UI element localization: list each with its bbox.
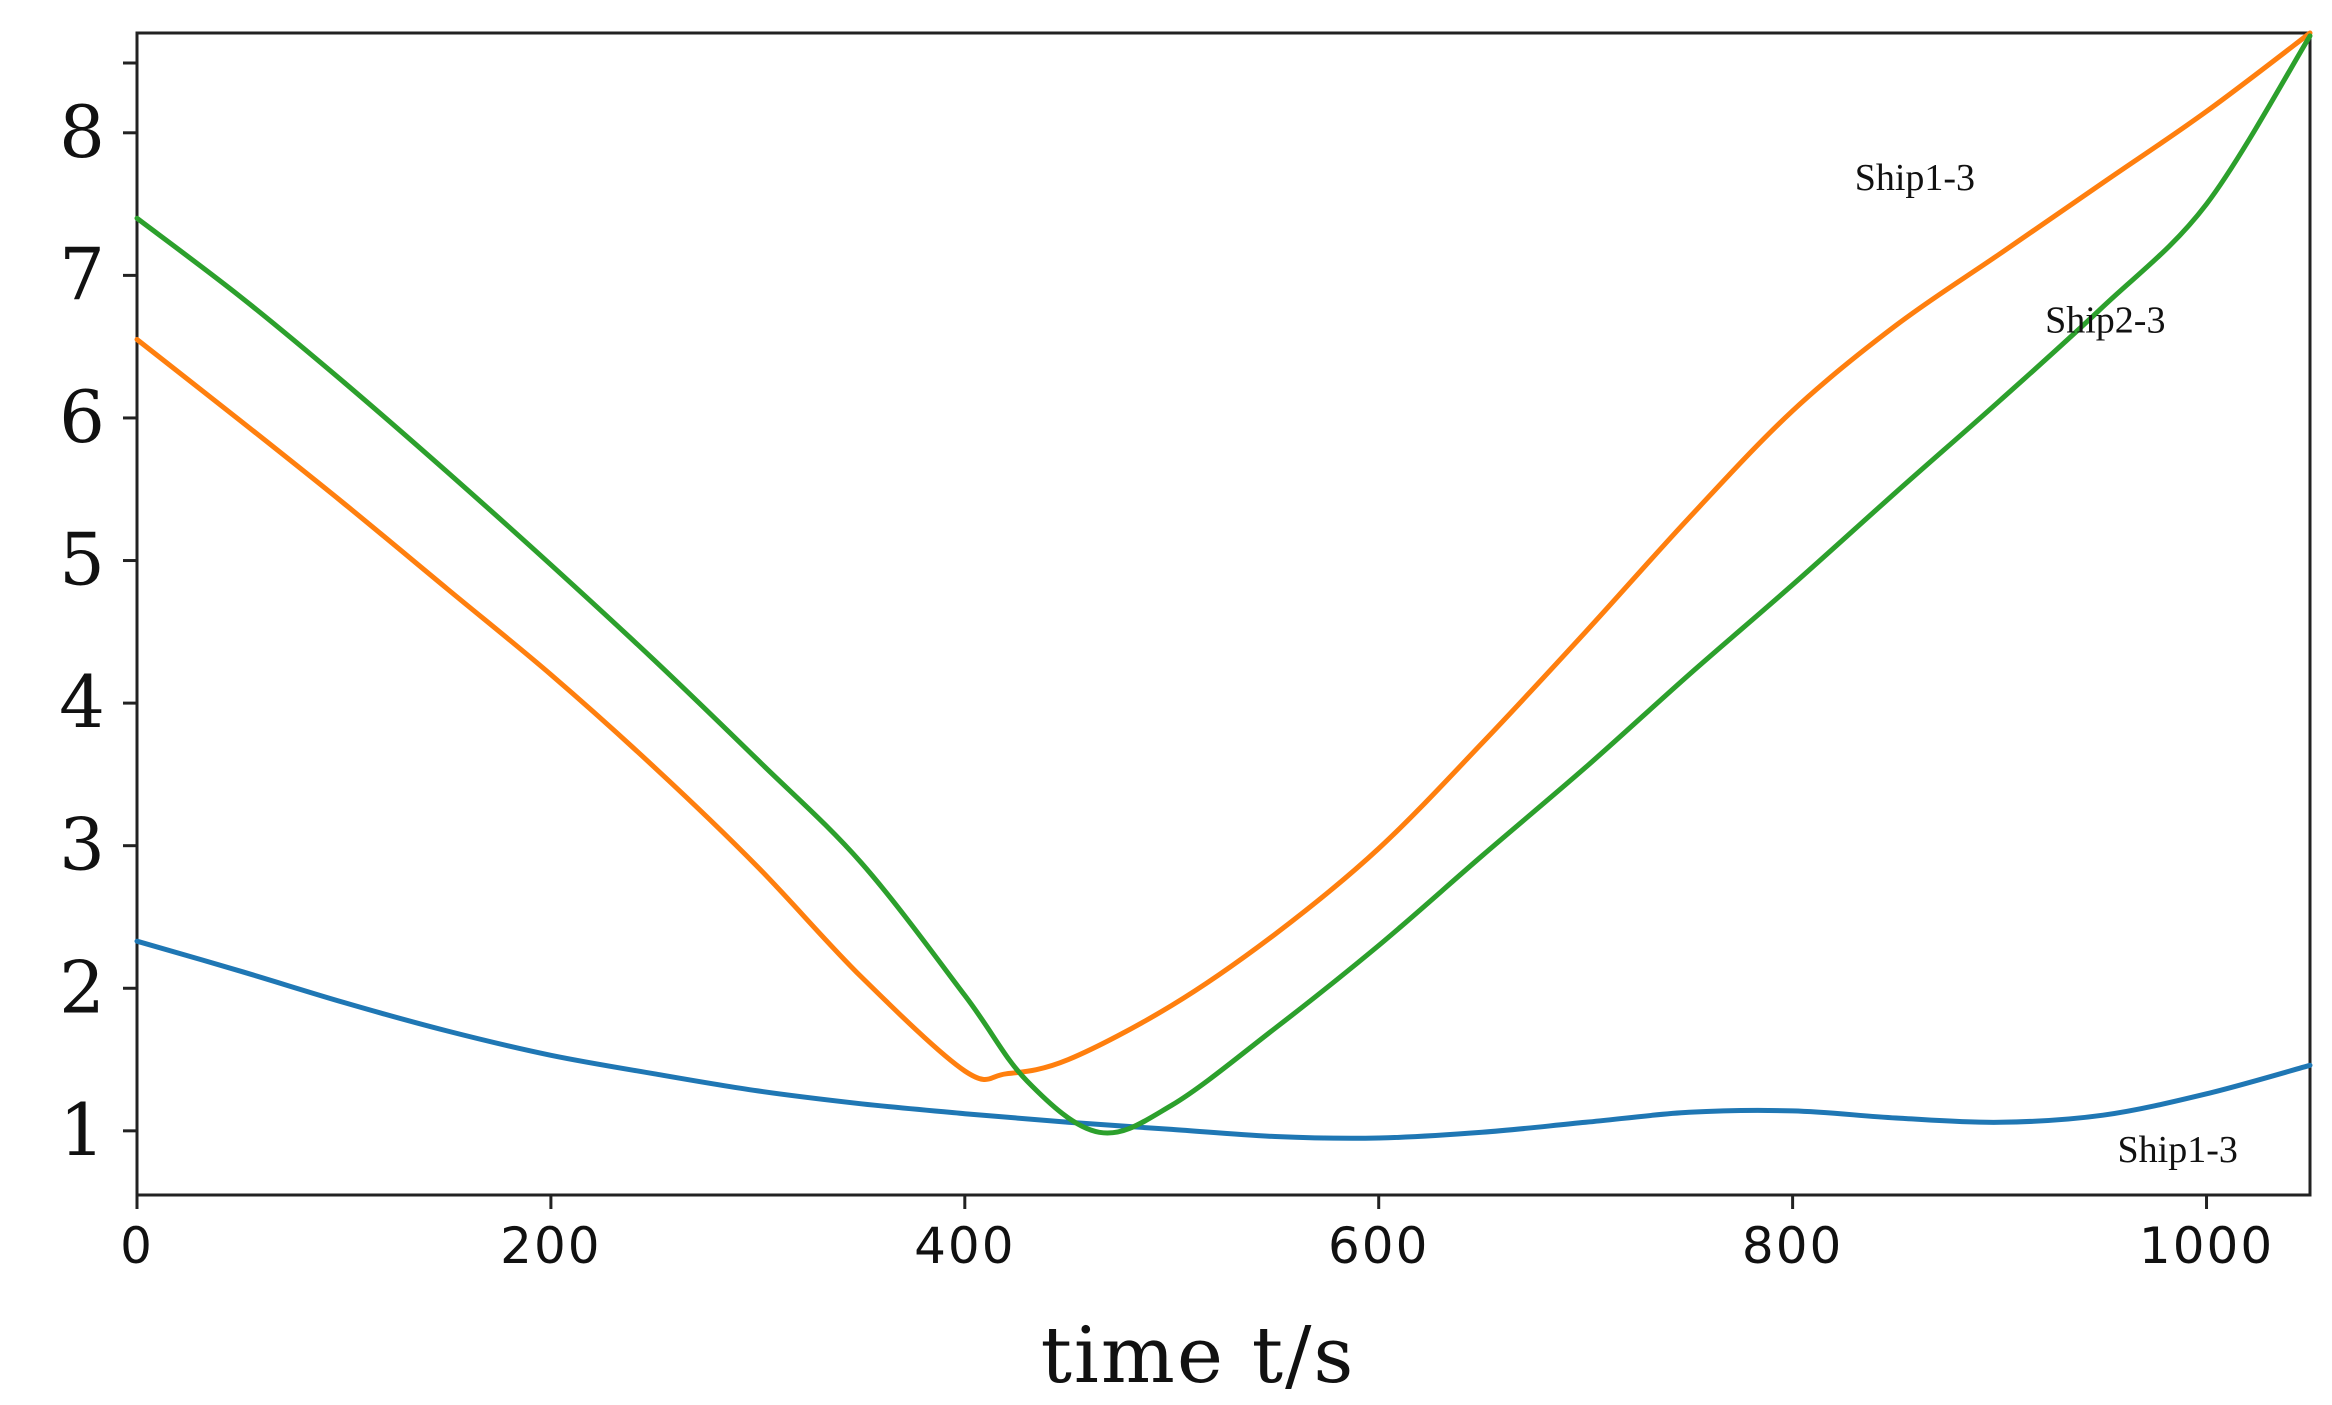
blue-series-line [134, 938, 2313, 1141]
orange-series-line [134, 30, 2313, 1082]
y-tick-label: 5 [59, 518, 105, 602]
x-tick-label: 600 [1328, 1217, 1429, 1275]
y-tick-label: 6 [59, 375, 105, 459]
y-tick-label: 7 [59, 232, 105, 316]
y-tick-label: 4 [59, 660, 105, 744]
y-tick-label: 2 [59, 945, 105, 1029]
series-annotation: Ship1-3 [2118, 1129, 2238, 1171]
y-tick-label: 8 [59, 90, 105, 174]
green-series-line [134, 33, 2313, 1136]
series-annotation: Ship1-3 [1855, 157, 1975, 199]
x-tick-label: 200 [500, 1217, 601, 1275]
x-tick-label: 800 [1742, 1217, 1843, 1275]
plot-frame [135, 31, 2312, 1197]
y-tick-label: 3 [59, 803, 105, 887]
series-annotation: Ship2-3 [2045, 299, 2165, 341]
x-axis-label: time t/s [1041, 1311, 1356, 1401]
x-tick-label: 0 [120, 1217, 154, 1275]
axes: 1 2 3 4 5 6 7 8 0 200 400 600 800 1000 [59, 31, 2312, 1275]
series-lines [134, 30, 2313, 1141]
x-tick-label: 1000 [2139, 1217, 2274, 1275]
x-tick-label: 400 [914, 1217, 1015, 1275]
y-tick-label: 1 [59, 1088, 105, 1172]
series-annotations: Ship1-3 Ship2-3 Ship1-3 [1855, 157, 2238, 1171]
